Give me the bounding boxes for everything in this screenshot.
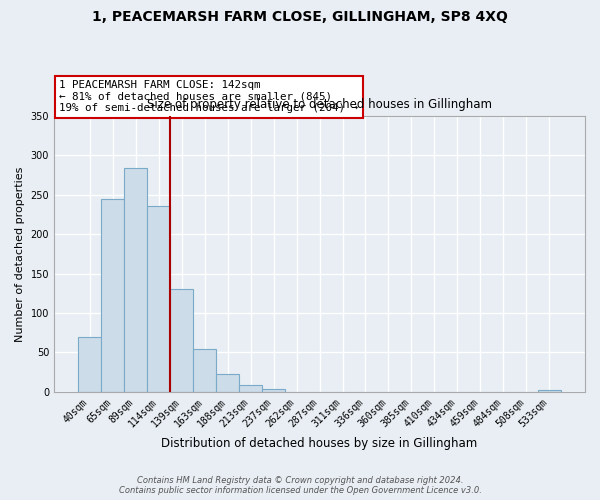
Bar	[538, 390, 561, 392]
Bar	[124, 168, 147, 392]
Bar	[170, 290, 193, 392]
Text: Contains HM Land Registry data © Crown copyright and database right 2024.
Contai: Contains HM Land Registry data © Crown c…	[119, 476, 481, 495]
Bar	[216, 374, 239, 392]
Bar	[193, 350, 216, 392]
Bar	[101, 199, 124, 392]
Text: 1, PEACEMARSH FARM CLOSE, GILLINGHAM, SP8 4XQ: 1, PEACEMARSH FARM CLOSE, GILLINGHAM, SP…	[92, 10, 508, 24]
Text: 1 PEACEMARSH FARM CLOSE: 142sqm
← 81% of detached houses are smaller (845)
19% o: 1 PEACEMARSH FARM CLOSE: 142sqm ← 81% of…	[59, 80, 358, 114]
Bar	[239, 384, 262, 392]
Bar	[262, 388, 285, 392]
Bar	[78, 338, 101, 392]
Bar	[147, 206, 170, 392]
Y-axis label: Number of detached properties: Number of detached properties	[15, 166, 25, 342]
Title: Size of property relative to detached houses in Gillingham: Size of property relative to detached ho…	[147, 98, 492, 110]
X-axis label: Distribution of detached houses by size in Gillingham: Distribution of detached houses by size …	[161, 437, 478, 450]
